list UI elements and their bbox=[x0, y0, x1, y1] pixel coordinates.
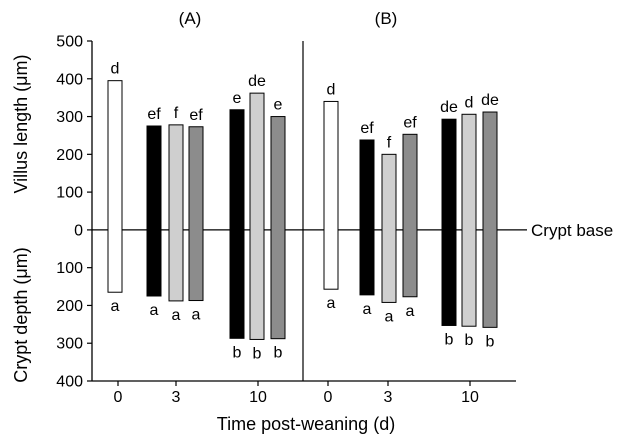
bar bbox=[229, 109, 245, 339]
crypt-significance-label: b bbox=[253, 345, 262, 362]
bar bbox=[188, 126, 204, 302]
y-tick-label: 300 bbox=[56, 336, 83, 353]
x-axis-title: Time post-weaning (d) bbox=[217, 414, 395, 434]
crypt-base-label: Crypt base bbox=[531, 221, 613, 240]
y-tick-label: 200 bbox=[56, 298, 83, 315]
villus-significance-label: f bbox=[387, 134, 392, 151]
crypt-significance-label: b bbox=[486, 333, 495, 350]
x-tick-label: 3 bbox=[172, 389, 181, 406]
bar bbox=[323, 100, 339, 290]
bar bbox=[441, 118, 457, 326]
crypt-significance-label: b bbox=[233, 344, 242, 361]
y-tick-label: 100 bbox=[56, 260, 83, 277]
x-tick-label: 0 bbox=[324, 389, 333, 406]
crypt-significance-label: a bbox=[327, 295, 336, 312]
villus-significance-label: de bbox=[440, 99, 458, 116]
x-tick-label: 10 bbox=[249, 389, 267, 406]
crypt-significance-label: b bbox=[465, 332, 474, 349]
y-tick-label: 100 bbox=[56, 185, 83, 202]
crypt-significance-label: a bbox=[385, 308, 394, 325]
villus-significance-label: de bbox=[248, 73, 266, 90]
villus-significance-label: ef bbox=[360, 120, 374, 137]
y-tick-label: 200 bbox=[56, 147, 83, 164]
crypt-significance-label: b bbox=[274, 345, 283, 362]
bar bbox=[381, 153, 397, 303]
villus-significance-label: d bbox=[327, 81, 336, 98]
x-tick-label: 10 bbox=[461, 389, 479, 406]
panel-label-b: (B) bbox=[375, 9, 398, 28]
crypt-significance-label: a bbox=[363, 301, 372, 318]
bar bbox=[359, 139, 375, 296]
y-axis-title-lower: Crypt depth (μm) bbox=[11, 247, 31, 382]
bar bbox=[402, 133, 418, 298]
panel-label-a: (A) bbox=[179, 9, 202, 28]
bar bbox=[146, 125, 162, 297]
y-tick-label: 0 bbox=[74, 222, 83, 239]
bar bbox=[168, 124, 184, 302]
bar bbox=[270, 116, 286, 340]
villus-significance-label: d bbox=[465, 94, 474, 111]
crypt-significance-label: a bbox=[406, 303, 415, 320]
villus-significance-label: e bbox=[274, 97, 283, 114]
crypt-significance-label: a bbox=[172, 307, 181, 324]
crypt-significance-label: a bbox=[150, 302, 159, 319]
villus-significance-label: ef bbox=[189, 107, 203, 124]
y-tick-label: 500 bbox=[56, 34, 83, 51]
y-tick-label: 400 bbox=[56, 71, 83, 88]
crypt-significance-label: a bbox=[111, 298, 120, 315]
y-tick-label: 400 bbox=[56, 374, 83, 391]
crypt-significance-label: a bbox=[192, 307, 201, 324]
villus-significance-label: d bbox=[111, 61, 120, 78]
y-axis-title-upper: Villus length (μm) bbox=[11, 54, 31, 193]
bar bbox=[482, 111, 498, 328]
villus-significance-label: f bbox=[174, 105, 179, 122]
crypt-significance-label: b bbox=[445, 331, 454, 348]
x-tick-label: 0 bbox=[114, 389, 123, 406]
bar bbox=[249, 92, 265, 340]
villus-significance-label: ef bbox=[403, 114, 417, 131]
bar bbox=[107, 80, 123, 293]
villus-significance-label: de bbox=[481, 92, 499, 109]
y-tick-label: 300 bbox=[56, 109, 83, 126]
villus-significance-label: e bbox=[233, 90, 242, 107]
villus-significance-label: ef bbox=[147, 106, 161, 123]
bar bbox=[461, 113, 477, 327]
x-tick-label: 3 bbox=[384, 389, 393, 406]
